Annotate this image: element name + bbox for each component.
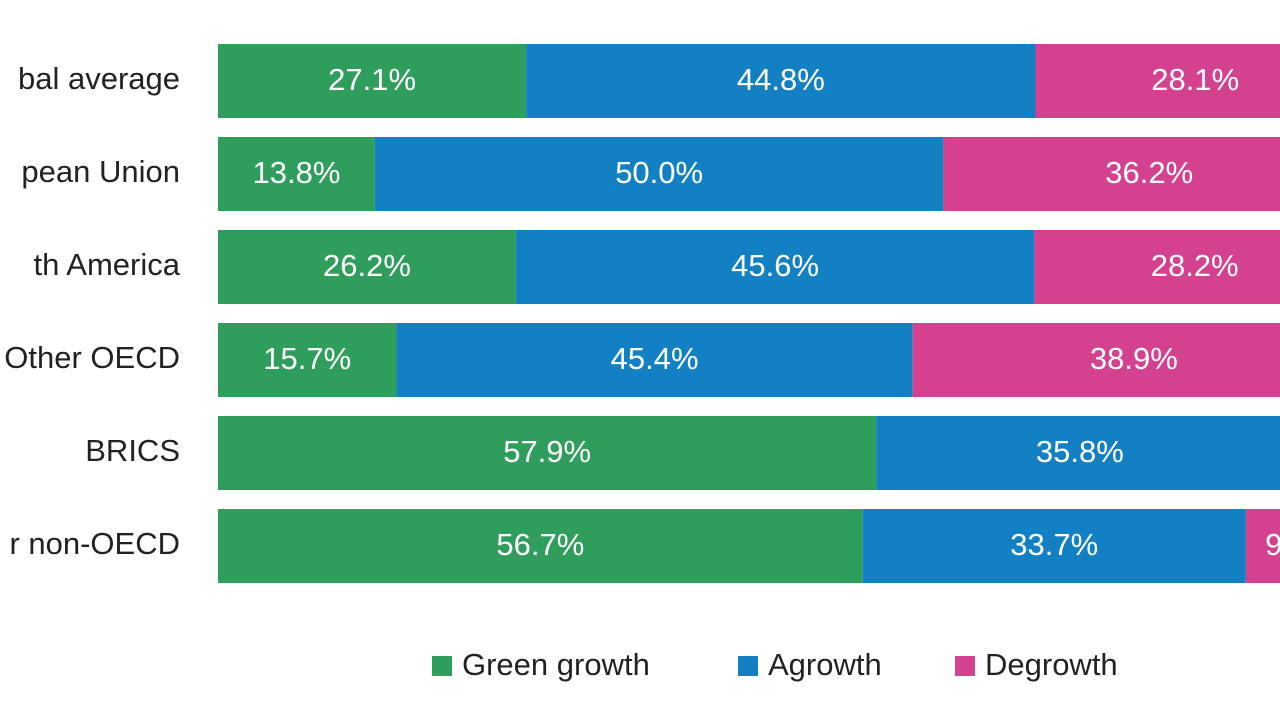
bar-segment [218, 509, 863, 583]
value-label: 35.8% [1036, 434, 1124, 469]
value-label: 38.9% [1090, 341, 1178, 376]
y-tick-label: bal average [18, 61, 180, 96]
bar-segment [218, 416, 877, 490]
bar-segment [374, 137, 944, 211]
legend-swatch [432, 656, 452, 676]
bar-segment [1035, 44, 1280, 118]
value-label: 33.7% [1010, 527, 1098, 562]
bar-segment [1034, 230, 1280, 304]
bar-segment [1245, 509, 1280, 583]
value-label: 36.2% [1105, 155, 1193, 190]
y-tick-label: BRICS [85, 433, 180, 468]
bar-segment [218, 323, 397, 397]
legend-label: Agrowth [768, 647, 882, 682]
bar-segment [515, 230, 1035, 304]
value-label: 9.6% [1265, 527, 1280, 562]
bar-segment [218, 44, 527, 118]
value-label: 50.0% [615, 155, 703, 190]
value-label: 56.7% [496, 527, 584, 562]
bar-segment [912, 323, 1280, 397]
legend-label: Green growth [462, 647, 650, 682]
y-tick-label: th America [34, 247, 181, 282]
value-label: 26.2% [323, 248, 411, 283]
value-label: 15.7% [263, 341, 351, 376]
value-label: 57.9% [503, 434, 591, 469]
legend-swatch [955, 656, 975, 676]
y-tick-label: pean Union [21, 154, 180, 189]
bar-segment [218, 137, 375, 211]
value-label: 28.1% [1151, 62, 1239, 97]
value-label: 28.2% [1151, 248, 1239, 283]
bar-segment [862, 509, 1246, 583]
legend-swatch [738, 656, 758, 676]
value-label: 13.8% [252, 155, 340, 190]
bar-segment [526, 44, 1036, 118]
value-label: 45.6% [731, 248, 819, 283]
bar-segment [218, 230, 516, 304]
y-tick-label: Other OECD [4, 340, 180, 375]
bar-segment [396, 323, 913, 397]
y-tick-label: r non-OECD [9, 526, 180, 561]
bar-segment [943, 137, 1280, 211]
value-label: 27.1% [328, 62, 416, 97]
legend-label: Degrowth [985, 647, 1118, 682]
value-label: 44.8% [737, 62, 825, 97]
bar-segment [876, 416, 1280, 490]
value-label: 45.4% [611, 341, 699, 376]
